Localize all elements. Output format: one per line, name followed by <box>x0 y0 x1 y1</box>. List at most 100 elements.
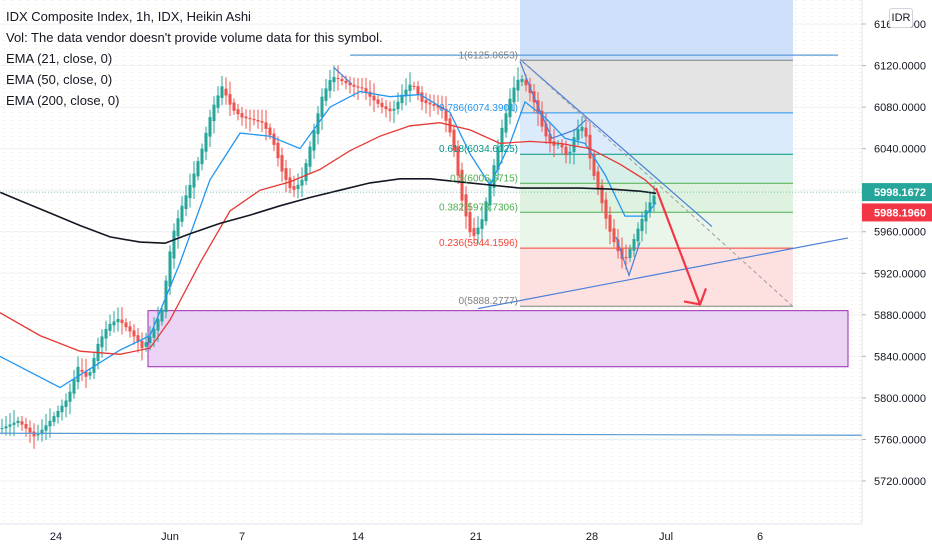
candle-body <box>84 371 88 377</box>
legend-ema200[interactable]: EMA (200, close, 0) <box>6 93 120 108</box>
fib-band <box>520 60 793 113</box>
candle-body <box>184 195 188 209</box>
rising-trendline <box>477 237 849 310</box>
price-axis-bg <box>862 0 932 550</box>
candle-body <box>592 153 596 176</box>
pattern-bottom <box>615 236 641 278</box>
candle-body <box>632 238 636 251</box>
candle-body <box>136 335 140 343</box>
candle-body <box>152 328 156 338</box>
candle-body <box>476 227 480 235</box>
price-axis[interactable]: 6160.00006120.00006080.00006040.00006000… <box>861 0 932 550</box>
candle-body <box>128 326 132 332</box>
candle-body <box>140 340 144 349</box>
fib-label: 0.786(6074.3901) <box>439 103 518 114</box>
fib-band <box>520 248 793 307</box>
candle-body <box>504 113 508 133</box>
candle-body <box>640 219 644 232</box>
candle-body <box>36 434 40 436</box>
candle-body <box>416 86 420 95</box>
ema50-line <box>0 122 657 355</box>
candle-body <box>388 108 392 112</box>
time-tick-label: 7 <box>239 531 245 543</box>
candle-body <box>456 146 460 176</box>
candle-body <box>88 372 92 376</box>
candle-body <box>516 79 520 91</box>
legend-ema50[interactable]: EMA (50, close, 0) <box>6 72 113 87</box>
candle-body <box>564 146 568 156</box>
candle-body <box>436 105 440 108</box>
candle-body <box>548 133 552 144</box>
candle-body <box>260 121 264 123</box>
candle-body <box>160 309 164 322</box>
candle-body <box>76 366 80 383</box>
price-tick-label: 6080.0000 <box>874 102 926 114</box>
candle-body <box>236 109 240 115</box>
candle-body <box>520 79 524 82</box>
candle-body <box>556 144 560 146</box>
candle-body <box>24 423 28 429</box>
candle-body <box>220 86 224 98</box>
price-tick-label: 5720.0000 <box>874 476 926 488</box>
candle-body <box>376 99 380 104</box>
legend-title[interactable]: IDX Composite Index, 1h, IDX, Heikin Ash… <box>6 9 251 24</box>
candle-body <box>280 155 284 172</box>
candle-body <box>304 163 308 181</box>
candle-body <box>196 161 200 177</box>
candle-body <box>48 420 52 427</box>
candle-body <box>284 168 288 180</box>
support-line <box>0 432 863 436</box>
candle-body <box>112 321 116 326</box>
fib-label: 0.382(5978.7306) <box>439 202 518 213</box>
fib-label: 0.5(6006.6715) <box>450 173 518 184</box>
candle-body <box>192 173 196 188</box>
time-tick-label: 28 <box>586 531 598 543</box>
candle-body <box>568 151 572 154</box>
price-tick-label: 5920.0000 <box>874 268 926 280</box>
candle-body <box>428 102 432 105</box>
candle-body <box>124 322 128 328</box>
candle-body <box>648 202 652 213</box>
candle-body <box>628 248 632 258</box>
candle-body <box>296 184 300 190</box>
currency-badge[interactable]: IDR <box>889 8 913 28</box>
candle-body <box>360 87 364 89</box>
candle-body <box>240 113 244 118</box>
candle-body <box>652 195 656 205</box>
candle-body <box>60 405 64 413</box>
candle-body <box>172 230 176 259</box>
candle-body <box>452 129 456 151</box>
candle-body <box>232 102 236 111</box>
trend-drawings <box>0 54 863 436</box>
candle-body <box>432 104 436 106</box>
candle-body <box>392 108 396 111</box>
candle-body <box>292 185 296 190</box>
candle-body <box>116 318 120 323</box>
candle-body <box>380 102 384 108</box>
candle-body <box>56 410 60 418</box>
candle-body <box>328 80 332 91</box>
candle-body <box>92 358 96 373</box>
candle-body <box>32 431 36 437</box>
candle-body <box>200 148 204 165</box>
candle-body <box>108 323 112 331</box>
candle-body <box>20 421 24 425</box>
time-tick-label: Jul <box>659 531 673 543</box>
candle-body <box>364 88 368 93</box>
candle-body <box>332 76 336 83</box>
candle-body <box>472 228 476 236</box>
candle-body <box>344 80 348 84</box>
ema-price-label: 5988.1960 <box>874 207 926 219</box>
candle-body <box>144 342 148 347</box>
candle-body <box>228 94 232 105</box>
time-axis[interactable]: 24 Jun 7 14 21 28 Jul 6 <box>0 523 862 550</box>
candle-body <box>420 92 424 102</box>
candle-body <box>572 137 576 153</box>
small-trendline <box>333 67 353 85</box>
legend-ema21[interactable]: EMA (21, close, 0) <box>6 51 113 66</box>
time-tick-label: 21 <box>470 531 482 543</box>
candle-body <box>560 144 564 148</box>
fib-label: 0(5888.2777) <box>459 296 519 307</box>
candle-body <box>356 86 360 88</box>
